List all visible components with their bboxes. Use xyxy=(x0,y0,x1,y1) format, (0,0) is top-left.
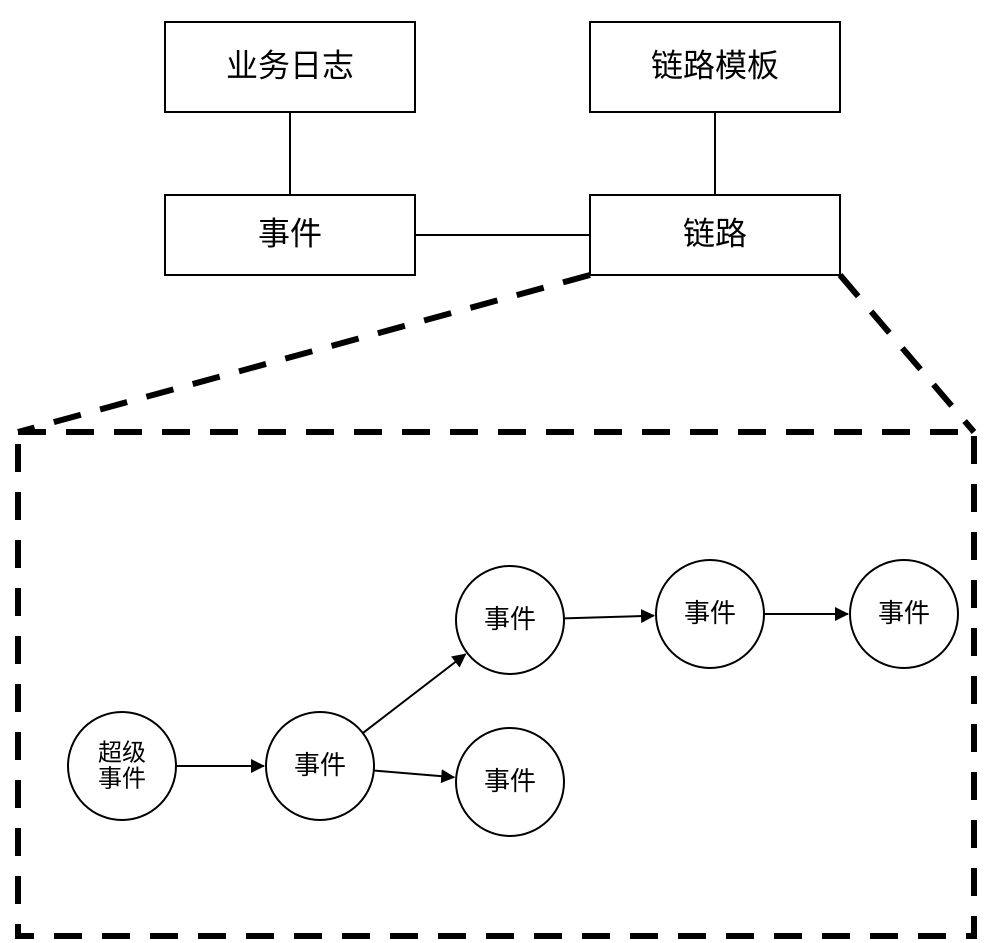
n2a-label-0: 事件 xyxy=(484,605,536,634)
arrow-n1-to-n2b xyxy=(374,771,454,778)
n-super-label-0: 超级 xyxy=(98,739,146,766)
n4-label-0: 事件 xyxy=(878,599,930,628)
dashed-region xyxy=(18,432,974,936)
n3-label-0: 事件 xyxy=(684,599,736,628)
box-event-label: 事件 xyxy=(258,215,322,251)
expand-line-right xyxy=(840,275,974,432)
n-super-label-1: 事件 xyxy=(98,766,146,793)
expand-line-left xyxy=(18,275,590,432)
box-link-template-label: 链路模板 xyxy=(651,47,779,83)
arrow-n1-to-n2a xyxy=(363,654,466,733)
n2b-label-0: 事件 xyxy=(484,767,536,796)
diagram-svg: 业务日志链路模板事件链路 超级事件事件事件事件事件事件 xyxy=(0,0,1000,943)
box-link-label: 链路 xyxy=(683,215,747,251)
n1-label-0: 事件 xyxy=(294,751,346,780)
arrow-n2a-to-n3 xyxy=(564,616,654,619)
box-business-log-label: 业务日志 xyxy=(226,47,354,83)
